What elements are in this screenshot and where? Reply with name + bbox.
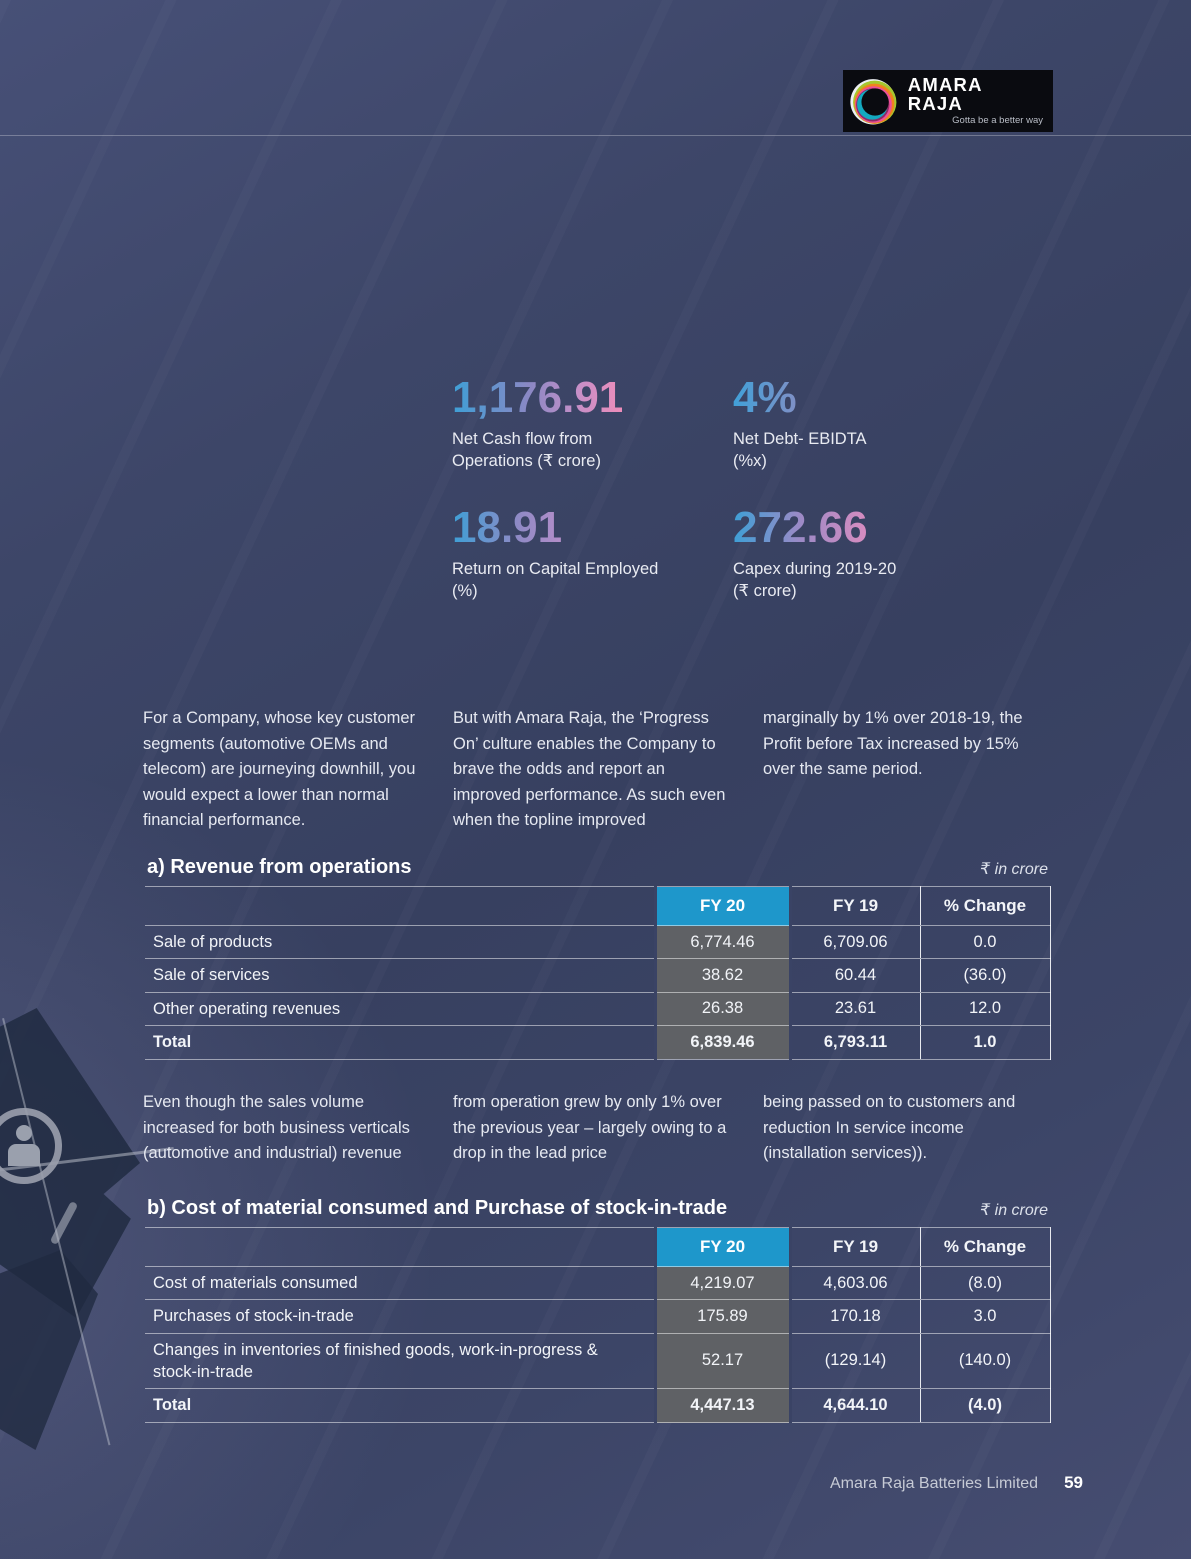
stat-label: Return on Capital Employed (%) [452, 560, 659, 600]
cell-label: Sale of products [145, 925, 655, 960]
cell-fy20: 52.17 [653, 1333, 792, 1390]
deco-dash [49, 1200, 79, 1246]
section-title: b) Cost of material consumed and Purchas… [147, 1197, 728, 1219]
paragraph: But with Amara Raja, the ‘Progress On’ c… [453, 709, 726, 829]
unit-label: ₹ in crore [980, 1202, 1048, 1219]
cell-fy20: 6,774.46 [653, 925, 792, 960]
stat-value: 18.91 [452, 503, 563, 552]
stat-capex: 272.66 Capex during 2019-20 (₹ crore) [733, 506, 1033, 602]
cell-label: Other operating revenues [145, 992, 655, 1026]
paragraph: marginally by 1% over 2018-19, the Profi… [763, 709, 1023, 778]
cell-label: Cost of materials consumed [145, 1266, 655, 1301]
cell-fy19: 170.18 [790, 1299, 920, 1334]
revenue-table-section: a) Revenue from operations ₹ in crore FY… [145, 855, 1051, 1060]
stat-label: Net Debt- EBIDTA (%x) [733, 430, 867, 470]
table-row: Purchases of stock-in-trade 175.89 170.18 3… [145, 1299, 1051, 1334]
column-header-fy20: FY 20 [653, 886, 792, 926]
column-header-fy19: FY 19 [790, 886, 920, 926]
section-title: a) Revenue from operations [147, 856, 412, 878]
stat-label: Capex during 2019-20 (₹ crore) [733, 560, 897, 600]
cell-fy20: 38.62 [653, 958, 792, 993]
stat-value: 4% [733, 373, 797, 422]
revenue-table: FY 20 FY 19 % Change Sale of products 6,7… [145, 886, 1051, 1060]
table-total-row: Total 6,839.46 6,793.11 1.0 [145, 1025, 1051, 1060]
logo-tagline: Gotta be a better way [952, 115, 1043, 127]
column-header-fy19: FY 19 [790, 1227, 920, 1267]
cell-change: 3.0 [919, 1299, 1051, 1334]
cell-label: Total [145, 1025, 655, 1060]
stat-net-cash-flow: 1,176.91 Net Cash flow from Operations (… [452, 376, 752, 472]
table-row: Changes in inventories of finished goods… [145, 1333, 1051, 1390]
cell-change: 0.0 [919, 925, 1051, 960]
cell-change: (4.0) [919, 1388, 1051, 1424]
cost-table: FY 20 FY 19 % Change Cost of materials c… [145, 1227, 1051, 1424]
cell-fy19: 4,603.06 [790, 1266, 920, 1301]
cell-change: (8.0) [919, 1266, 1051, 1301]
table-total-row: Total 4,447.13 4,644.10 (4.0) [145, 1388, 1051, 1424]
paragraph: Even though the sales volume increased f… [143, 1093, 410, 1162]
cell-label: Changes in inventories of finished goods… [145, 1333, 655, 1390]
mid-paragraphs: Even though the sales volume increased f… [143, 1090, 1040, 1167]
stat-return-on-capital: 18.91 Return on Capital Employed (%) [452, 506, 752, 602]
cell-fy20: 4,219.07 [653, 1266, 792, 1301]
amara-raja-swirl-icon [850, 79, 897, 125]
table-row: Cost of materials consumed 4,219.07 4,603.… [145, 1266, 1051, 1301]
table-row: Sale of services 38.62 60.44 (36.0) [145, 958, 1051, 993]
intro-paragraphs: For a Company, whose key customer segmen… [143, 706, 1040, 834]
cell-fy20: 175.89 [653, 1299, 792, 1334]
paragraph: For a Company, whose key customer segmen… [143, 709, 416, 829]
unit-label: ₹ in crore [980, 861, 1048, 878]
cell-fy19: (129.14) [790, 1333, 920, 1390]
header-divider-line [0, 135, 1191, 136]
page-number: 59 [1064, 1473, 1083, 1492]
deco-polygon [0, 1250, 98, 1450]
cell-fy19: 23.61 [790, 992, 920, 1026]
column-header-fy20: FY 20 [653, 1227, 792, 1267]
cell-fy20: 4,447.13 [653, 1388, 792, 1424]
cell-fy20: 6,839.46 [653, 1025, 792, 1060]
cost-table-section: b) Cost of material consumed and Purchas… [145, 1196, 1051, 1424]
logo-brand-text: AMARA RAJA [907, 74, 982, 114]
paragraph: from operation grew by only 1% over the … [453, 1093, 727, 1162]
cell-fy19: 6,709.06 [790, 925, 920, 960]
paragraph: being passed on to customers and reducti… [763, 1093, 1016, 1162]
cell-fy19: 4,644.10 [790, 1388, 920, 1424]
amara-raja-logo: AMARA RAJA Gotta be a better way [843, 70, 1053, 132]
cell-fy20: 26.38 [653, 992, 792, 1026]
deco-polygon [0, 1008, 140, 1318]
deco-line [2, 1018, 111, 1446]
cell-fy19: 6,793.11 [790, 1025, 920, 1060]
stat-value: 272.66 [733, 503, 868, 552]
stat-net-debt-ebidta: 4% Net Debt- EBIDTA (%x) [733, 376, 1033, 472]
person-search-icon [0, 1108, 62, 1184]
cell-change: (36.0) [919, 958, 1051, 993]
cell-change: (140.0) [919, 1333, 1051, 1390]
page-footer: Amara Raja Batteries Limited 59 [830, 1473, 1083, 1493]
cell-fy19: 60.44 [790, 958, 920, 993]
table-row: Other operating revenues 26.38 23.61 12.0 [145, 992, 1051, 1026]
footer-company-name: Amara Raja Batteries Limited [829, 1475, 1039, 1492]
table-row: Sale of products 6,774.46 6,709.06 0.0 [145, 925, 1051, 960]
column-header-change: % Change [919, 886, 1051, 926]
cell-label: Purchases of stock-in-trade [145, 1299, 655, 1334]
stat-label: Net Cash flow from Operations (₹ crore) [452, 430, 601, 470]
cell-change: 1.0 [919, 1025, 1051, 1060]
cell-label: Sale of services [145, 958, 655, 993]
cell-label: Total [145, 1388, 655, 1424]
cell-change: 12.0 [919, 992, 1051, 1026]
stat-value: 1,176.91 [452, 373, 624, 422]
table-header-row: FY 20 FY 19 % Change [145, 886, 1051, 926]
table-header-row: FY 20 FY 19 % Change [145, 1227, 1051, 1267]
column-header-change: % Change [919, 1227, 1051, 1267]
